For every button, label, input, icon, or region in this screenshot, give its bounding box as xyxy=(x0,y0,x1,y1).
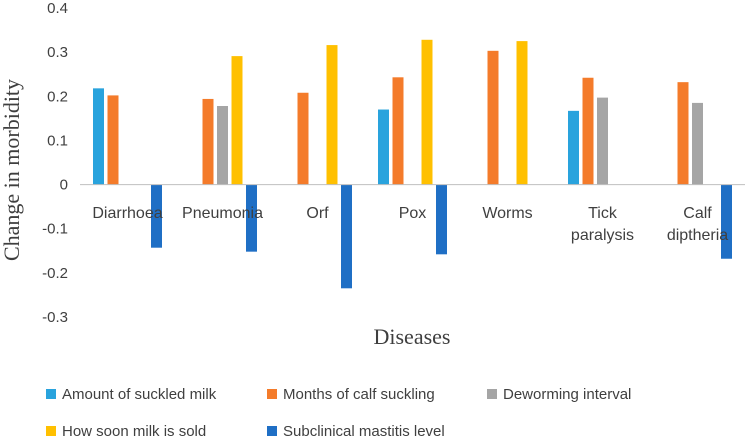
bar-how-soon-milk-is-sold xyxy=(231,56,243,185)
category-label: Pox xyxy=(399,205,427,222)
bar-months-of-calf-suckling xyxy=(107,95,119,185)
legend-label: How soon milk is sold xyxy=(62,423,206,440)
bars xyxy=(93,39,732,289)
legend-label: Subclinical mastitis level xyxy=(283,423,445,440)
category-label: Diarrhoea xyxy=(92,205,162,222)
category-label: Orf xyxy=(306,205,329,222)
legend-label: Deworming interval xyxy=(503,386,631,403)
category-label: Calf xyxy=(683,205,712,222)
bar-deworming-interval xyxy=(217,105,228,185)
y-tick-label: 0.4 xyxy=(47,0,68,17)
legend: Amount of suckled milk Months of calf suc… xyxy=(46,386,631,440)
legend-swatch xyxy=(46,389,56,399)
bar-months-of-calf-suckling xyxy=(297,92,309,185)
y-tick-label: -0.3 xyxy=(42,309,68,326)
bar-subclinical-mastitis-level xyxy=(721,184,732,259)
bar-amount-of-suckled-milk xyxy=(93,88,104,185)
legend-label: Months of calf suckling xyxy=(283,386,435,403)
legend-swatch xyxy=(46,426,56,436)
bar-how-soon-milk-is-sold xyxy=(516,41,528,185)
category-label: diptheria xyxy=(667,227,728,244)
bar-subclinical-mastitis-level xyxy=(436,184,447,255)
legend-label: Amount of suckled milk xyxy=(62,386,217,403)
legend-swatch xyxy=(487,389,497,399)
category-labels: Diarrhoea Pneumonia Orf Pox Worms Tick paralys… xyxy=(92,205,728,244)
bar-subclinical-mastitis-level xyxy=(151,184,162,248)
y-tick-label: 0.3 xyxy=(47,44,68,61)
bar-months-of-calf-suckling xyxy=(487,50,499,185)
bar-months-of-calf-suckling xyxy=(677,82,689,185)
bar-how-soon-milk-is-sold xyxy=(326,45,338,185)
legend-swatch xyxy=(267,389,277,399)
bar-months-of-calf-suckling xyxy=(392,77,404,185)
bar-months-of-calf-suckling xyxy=(582,77,594,185)
y-tick-label: 0.1 xyxy=(47,132,68,149)
bar-amount-of-suckled-milk xyxy=(568,110,579,185)
bar-months-of-calf-suckling xyxy=(202,98,214,185)
bar-amount-of-suckled-milk xyxy=(378,109,389,185)
category-label: paralysis xyxy=(571,227,634,244)
y-tick-label: -0.1 xyxy=(42,221,68,238)
y-axis-title: Change in morbidity xyxy=(0,79,24,261)
bar-deworming-interval xyxy=(692,102,703,185)
category-label: Tick xyxy=(588,205,618,222)
bar-how-soon-milk-is-sold xyxy=(421,39,433,185)
y-tick-label: -0.2 xyxy=(42,265,68,282)
x-axis-title: Diseases xyxy=(374,324,451,349)
y-tick-label: 0.2 xyxy=(47,88,68,105)
category-label: Worms xyxy=(482,205,532,222)
legend-swatch xyxy=(267,426,277,436)
bar-subclinical-mastitis-level xyxy=(246,184,257,252)
bar-deworming-interval xyxy=(597,97,608,185)
category-label: Pneumonia xyxy=(182,205,263,222)
bar-subclinical-mastitis-level xyxy=(341,184,352,289)
y-axis-ticks: -0.3 -0.2 -0.1 0 0.1 0.2 0.3 0.4 xyxy=(42,0,68,326)
y-tick-label: 0 xyxy=(60,177,68,194)
